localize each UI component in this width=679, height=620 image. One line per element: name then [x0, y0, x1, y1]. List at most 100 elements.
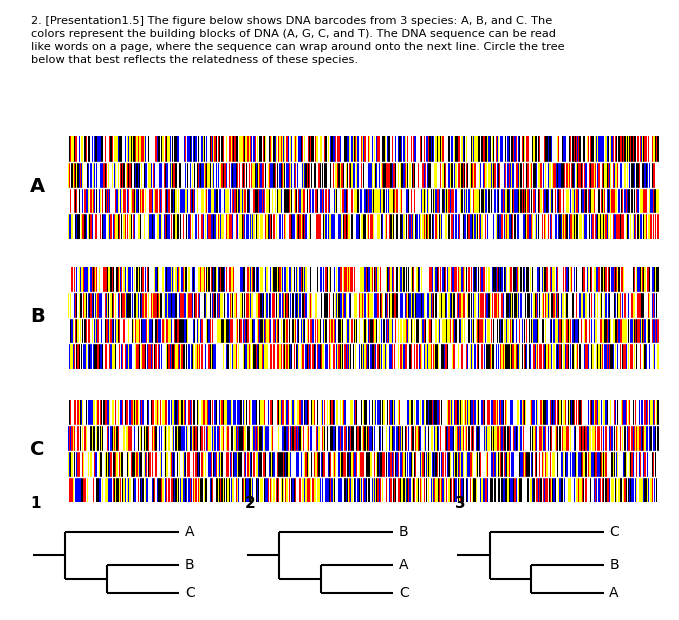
Bar — [547, 400, 549, 425]
Bar — [447, 267, 448, 292]
Bar — [181, 343, 183, 369]
Bar — [643, 292, 644, 317]
Bar — [379, 317, 380, 343]
Bar — [570, 317, 571, 343]
Bar — [559, 317, 561, 343]
Bar — [109, 400, 111, 425]
Bar — [397, 292, 399, 317]
Bar — [561, 477, 562, 502]
Bar — [223, 477, 224, 502]
Bar — [296, 343, 297, 369]
Bar — [295, 292, 296, 317]
Bar — [301, 136, 302, 162]
Bar — [625, 187, 627, 213]
Bar — [242, 343, 243, 369]
Bar — [529, 477, 530, 502]
Bar — [342, 343, 343, 369]
Bar — [471, 425, 472, 451]
Bar — [419, 267, 420, 292]
Bar — [133, 425, 134, 451]
Bar — [276, 317, 277, 343]
Bar — [335, 451, 336, 477]
Bar — [596, 136, 598, 162]
Bar — [116, 213, 117, 239]
Bar — [643, 136, 644, 162]
Bar — [510, 136, 511, 162]
Bar — [470, 451, 471, 477]
Bar — [615, 187, 616, 213]
Bar — [382, 343, 384, 369]
Bar — [657, 425, 659, 451]
Bar — [650, 343, 652, 369]
Bar — [523, 317, 524, 343]
Bar — [490, 317, 491, 343]
Bar — [464, 425, 465, 451]
Bar — [517, 451, 518, 477]
Bar — [237, 187, 238, 213]
Bar — [259, 400, 261, 425]
Bar — [285, 162, 287, 187]
Bar — [458, 425, 459, 451]
Bar — [153, 136, 154, 162]
Bar — [629, 451, 630, 477]
Bar — [266, 400, 268, 425]
Bar — [342, 477, 343, 502]
Bar — [352, 136, 354, 162]
Bar — [316, 425, 317, 451]
Bar — [549, 343, 550, 369]
Bar — [122, 267, 124, 292]
Bar — [308, 317, 309, 343]
Bar — [519, 451, 520, 477]
Bar — [464, 317, 465, 343]
Bar — [640, 162, 641, 187]
Bar — [461, 400, 462, 425]
Bar — [650, 317, 652, 343]
Bar — [427, 477, 428, 502]
Bar — [380, 292, 381, 317]
Bar — [95, 425, 96, 451]
Bar — [558, 187, 559, 213]
Bar — [333, 477, 335, 502]
Bar — [258, 187, 259, 213]
Bar — [401, 425, 402, 451]
Bar — [638, 477, 640, 502]
Bar — [477, 187, 478, 213]
Bar — [648, 136, 649, 162]
Bar — [330, 477, 331, 502]
Bar — [595, 477, 596, 502]
Bar — [189, 425, 191, 451]
Bar — [244, 136, 245, 162]
Bar — [379, 451, 380, 477]
Bar — [311, 162, 312, 187]
Bar — [218, 317, 219, 343]
Bar — [545, 292, 547, 317]
Bar — [159, 187, 160, 213]
Bar — [616, 162, 617, 187]
Bar — [283, 162, 284, 187]
Bar — [438, 425, 439, 451]
Bar — [544, 187, 545, 213]
Bar — [117, 292, 119, 317]
Bar — [545, 267, 547, 292]
Bar — [188, 136, 189, 162]
Bar — [220, 136, 221, 162]
Bar — [515, 317, 517, 343]
Bar — [491, 292, 492, 317]
Bar — [520, 451, 521, 477]
Bar — [521, 187, 523, 213]
Bar — [653, 267, 654, 292]
Bar — [98, 343, 100, 369]
Bar — [368, 136, 369, 162]
Bar — [311, 400, 312, 425]
Bar — [103, 187, 105, 213]
Bar — [302, 451, 303, 477]
Bar — [119, 292, 120, 317]
Bar — [373, 425, 374, 451]
Bar — [414, 343, 416, 369]
Bar — [497, 213, 498, 239]
Bar — [223, 317, 224, 343]
Bar — [574, 343, 576, 369]
Bar — [289, 136, 290, 162]
Bar — [220, 213, 221, 239]
Bar — [488, 292, 490, 317]
